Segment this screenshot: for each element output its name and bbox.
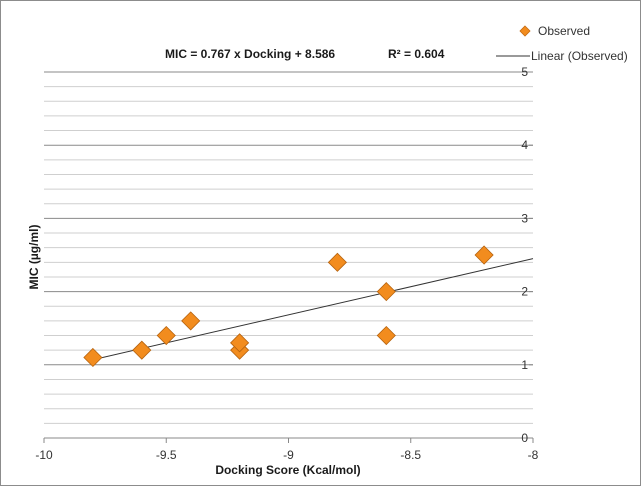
x-tick-label: -9 xyxy=(283,448,294,462)
y-tick-label: 5 xyxy=(521,65,528,79)
y-tick-label: 1 xyxy=(521,358,528,372)
legend-label-observed: Observed xyxy=(538,24,590,38)
x-tick-label: -10 xyxy=(35,448,53,462)
data-point-diamond xyxy=(376,282,396,302)
equation-annotation: MIC = 0.767 x Docking + 8.586 xyxy=(165,47,335,61)
legend-label-linear: Linear (Observed) xyxy=(531,49,628,63)
y-tick-label: 0 xyxy=(521,431,528,445)
grid-lines xyxy=(44,71,533,424)
data-point-diamond xyxy=(474,245,494,265)
y-tick-label: 3 xyxy=(521,211,528,225)
x-tick-label: -9.5 xyxy=(156,448,177,462)
data-point-diamond xyxy=(376,325,396,346)
y-tick-label: 4 xyxy=(521,138,528,152)
y-axis-ticks: 0 1 2 3 4 5 xyxy=(521,65,533,445)
legend: Observed Linear (Observed) xyxy=(496,24,628,63)
data-point-diamond xyxy=(230,333,250,353)
data-point-diamond xyxy=(132,340,152,360)
y-axis-title: MIC (µg/ml) xyxy=(27,225,41,290)
trendline xyxy=(92,258,534,361)
x-tick-label: -8 xyxy=(528,448,539,462)
x-axis-ticks: -10 -9.5 -9 -8.5 -8 xyxy=(35,438,539,462)
y-tick-label: 2 xyxy=(521,285,528,299)
data-point-diamond xyxy=(156,325,176,346)
data-point-diamond xyxy=(181,311,201,331)
data-point-diamond xyxy=(327,252,347,272)
x-axis-title: Docking Score (Kcal/mol) xyxy=(215,463,360,477)
data-point-diamond xyxy=(83,347,103,368)
r-squared-annotation: R² = 0.604 xyxy=(388,47,445,61)
x-tick-label: -8.5 xyxy=(400,448,421,462)
legend-marker-observed xyxy=(519,25,531,37)
data-points xyxy=(83,245,494,368)
